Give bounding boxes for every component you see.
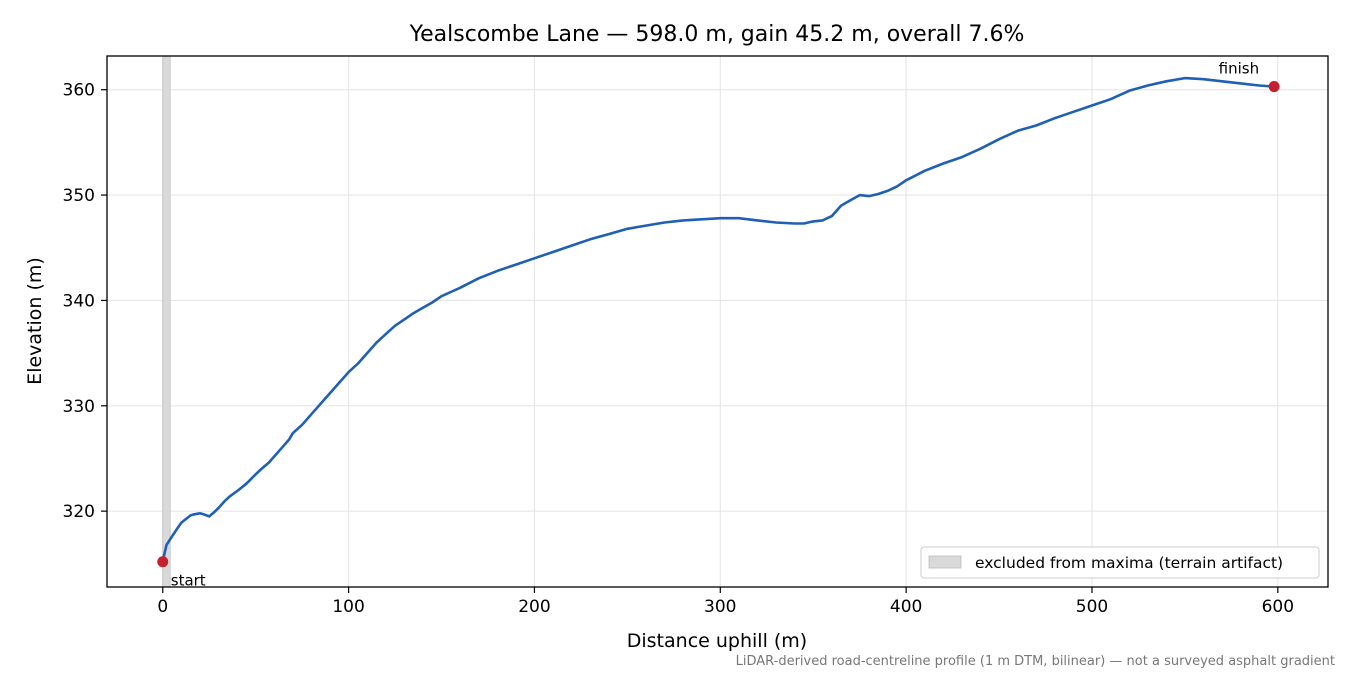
footnote: LiDAR-derived road-centreline profile (1…: [736, 654, 1335, 669]
x-tick-label: 600: [1262, 597, 1294, 617]
y-axis-label: Elevation (m): [24, 257, 46, 385]
markers: start finish: [157, 60, 1280, 590]
x-tick-label: 500: [1076, 597, 1108, 617]
y-tick-label: 320: [63, 502, 95, 522]
x-tick-label: 400: [890, 597, 922, 617]
excluded-band: [162, 55, 171, 588]
chart-title: Yealscombe Lane — 598.0 m, gain 45.2 m, …: [409, 22, 1025, 47]
legend-swatch: [928, 555, 962, 569]
elevation-line: [161, 76, 1276, 562]
plot-frame: [106, 55, 1329, 588]
start-annotation: start: [171, 572, 206, 590]
y-tick-label: 330: [63, 397, 95, 417]
finish-marker: [1268, 81, 1280, 93]
axis-ticks: 0 100 200 300 400 500 600 320 330 340 350 360: [63, 81, 1295, 617]
legend: excluded from maxima (terrain artifact): [920, 546, 1320, 579]
legend-box: [920, 546, 1320, 579]
x-tick-label: 100: [332, 597, 364, 617]
grid: [107, 56, 1328, 587]
legend-label: excluded from maxima (terrain artifact): [975, 554, 1283, 572]
x-tick-label: 200: [518, 597, 550, 617]
finish-annotation: finish: [1219, 60, 1259, 78]
y-tick-label: 340: [63, 291, 95, 311]
x-tick-label: 300: [704, 597, 736, 617]
start-marker: [157, 556, 169, 568]
y-tick-label: 350: [63, 186, 95, 206]
x-tick-label: 0: [157, 597, 168, 617]
y-tick-label: 360: [63, 81, 95, 101]
x-axis-label: Distance uphill (m): [627, 630, 807, 652]
